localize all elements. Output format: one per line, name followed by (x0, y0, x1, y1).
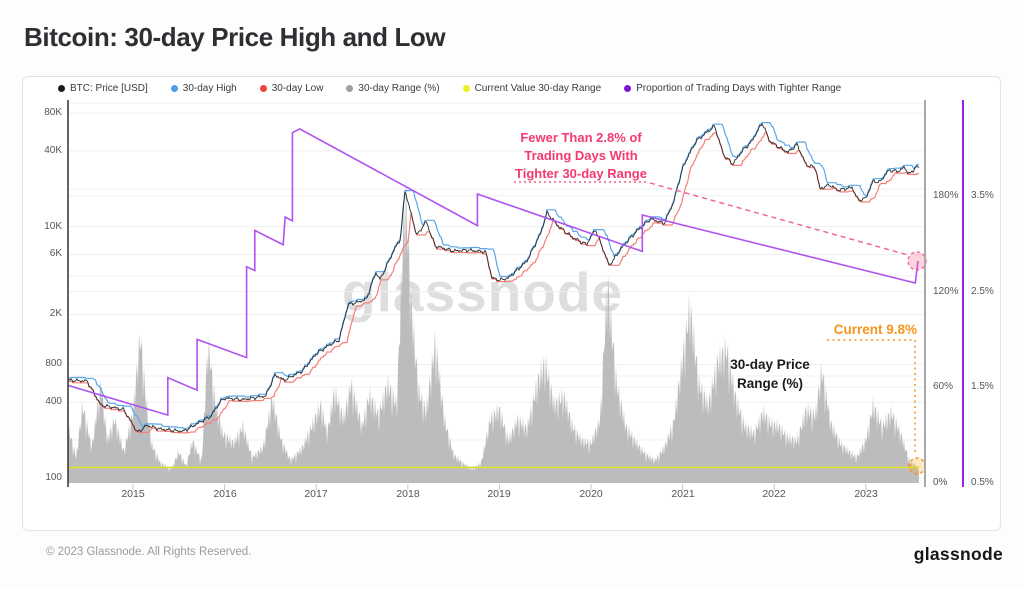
legend-label: 30-day High (182, 83, 237, 94)
tighter-range-annotation-line3: Tighter 30-day Range (515, 166, 647, 182)
range-series-label-line2: Range (%) (736, 375, 803, 391)
tighter-range-annotation: Fewer Than 2.8% of Trading Days With Tig… (492, 129, 670, 184)
range-series-label: 30-day Price Range (%) (705, 356, 835, 394)
footer-copyright: © 2023 Glassnode. All Rights Reserved. (46, 546, 252, 558)
legend-dot (58, 85, 65, 92)
legend-dot (462, 85, 470, 92)
legend-label: Current Value 30-day Range (474, 83, 602, 94)
tighter-range-annotation-line2: Trading Days With (524, 148, 638, 164)
tighter-range-annotation-line1: Fewer Than 2.8% of (520, 130, 642, 145)
range-series-label-line1: 30-day Price (730, 357, 810, 372)
legend-dot (259, 85, 267, 92)
current-range-annotation: Current 9.8% (833, 322, 917, 337)
legend-dot (624, 85, 632, 92)
glassnode-watermark: glassnode (342, 261, 624, 323)
legend-label: 30-day Range (%) (358, 83, 440, 94)
legend-label: BTC: Price [USD] (70, 83, 148, 94)
legend-dot (170, 85, 178, 92)
legend-item-0[interactable]: BTC: Price [USD] (58, 83, 148, 94)
legend-item-2[interactable]: 30-day Low (259, 83, 324, 94)
chart-legend: BTC: Price [USD] 30-day High 30-day Low 30-… (58, 83, 841, 94)
legend-item-4[interactable]: Current Value 30-day Range (462, 83, 602, 94)
legend-label: Proportion of Trading Days with Tighter … (636, 83, 842, 94)
legend-label: 30-day Low (271, 83, 324, 94)
page-title: Bitcoin: 30-day Price High and Low (24, 22, 446, 52)
glassnode-logo: glassnode (913, 544, 1003, 564)
legend-item-3[interactable]: 30-day Range (%) (346, 83, 440, 94)
legend-item-1[interactable]: 30-day High (170, 83, 237, 94)
legend-dot (346, 85, 354, 92)
legend-item-5[interactable]: Proportion of Trading Days with Tighter … (624, 83, 841, 94)
